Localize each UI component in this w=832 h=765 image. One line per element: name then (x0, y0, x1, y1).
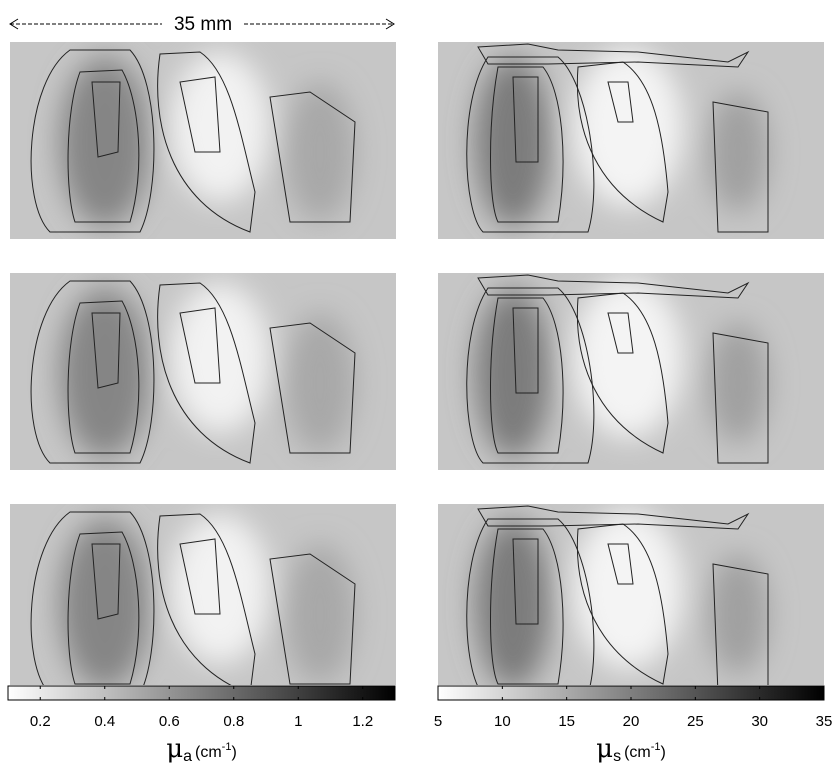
scattering-map (438, 504, 824, 701)
tick-label: 35 (816, 713, 832, 730)
axis-label-part: (cm (195, 744, 222, 761)
scattering-map (438, 42, 824, 239)
tick-label: 25 (687, 713, 704, 730)
axis-label: μa (cm-1) (166, 734, 237, 765)
absorption-map (10, 273, 396, 470)
tick-label: 15 (558, 713, 575, 730)
axis-label-part: s (613, 748, 621, 765)
tick-label: 20 (623, 713, 640, 730)
tick-label: 0.2 (30, 713, 51, 730)
tick-label: 0.8 (223, 713, 244, 730)
absorption-map (10, 42, 396, 239)
absorption-map (10, 504, 396, 701)
scattering-map (438, 273, 824, 470)
axis-label-part: ) (661, 744, 666, 761)
tick-label: 30 (751, 713, 768, 730)
tick-label: 1 (294, 713, 302, 730)
tick-label: 0.6 (159, 713, 180, 730)
axis-label-part: ) (231, 744, 236, 761)
axis-label-part: -1 (651, 741, 661, 753)
axis-label-part: -1 (222, 741, 232, 753)
scale-annotation: 35 mm (9, 14, 395, 35)
axis-label-part: μ (596, 734, 613, 764)
scale-label: 35 mm (174, 14, 232, 35)
tick-label: 1.2 (352, 713, 373, 730)
tick-label: 5 (434, 713, 442, 730)
axis-label: μs (cm-1) (596, 734, 666, 765)
colorbar (7, 685, 396, 701)
axis-label-part: (cm (624, 744, 651, 761)
tick-label: 0.4 (94, 713, 115, 730)
axis-label-part: a (183, 748, 192, 765)
axis-label-part: μ (166, 734, 183, 764)
colorbars: 0.2 0.4 0.6 0.8 1 1.2μa (cm-1)5 10 15 20 25 30 35μs(… (7, 685, 832, 765)
tick-label: 10 (494, 713, 511, 730)
